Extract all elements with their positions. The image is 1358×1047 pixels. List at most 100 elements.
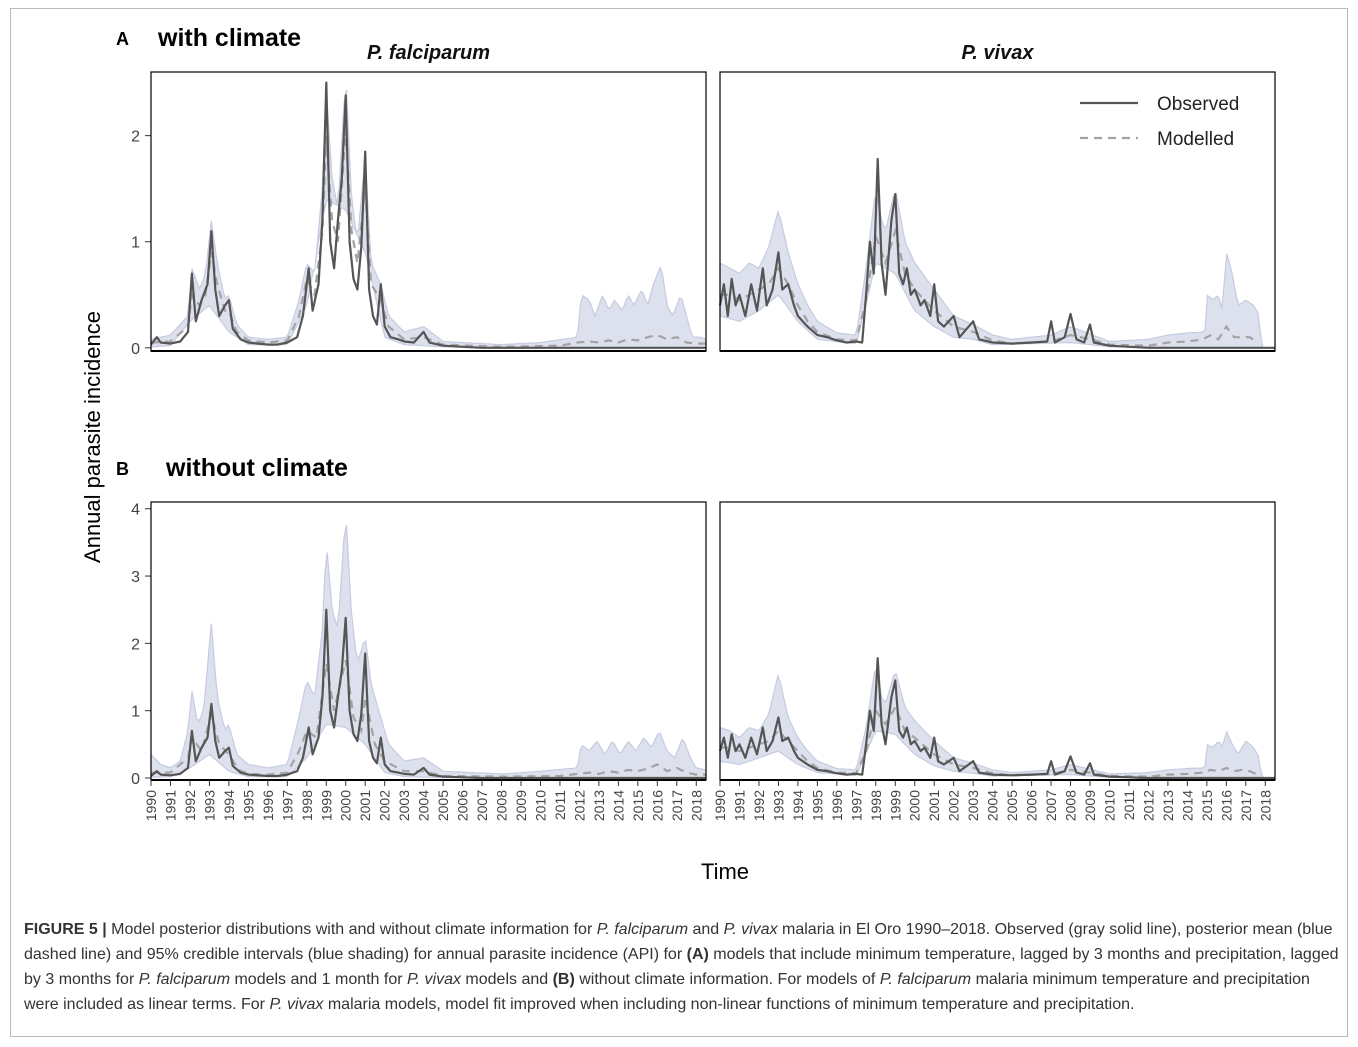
caption-text-3: malaria in El Oro 1990–2018. Observed (g…	[24, 921, 1333, 963]
xtick-label-B-1-2003: 2003	[396, 790, 412, 821]
observed-line-B-1	[150, 608, 706, 780]
caption-text-5: models and 1 month for	[230, 971, 408, 988]
xtick-label-B-1-2017: 2017	[669, 790, 685, 821]
ytick-label-B-0: 0	[131, 771, 140, 788]
xtick-label-B-1-2018: 2018	[688, 790, 704, 821]
xtick-label-B-1-2002: 2002	[377, 790, 393, 821]
ytick-label-A-2: 2	[131, 129, 140, 146]
xtick-label-B-1-2016: 2016	[649, 790, 665, 821]
ci-band-A-2	[719, 192, 1275, 349]
panel-title-B: without climate	[165, 454, 348, 482]
observed-line-A-1	[150, 81, 706, 349]
caption-text-1: Model posterior distributions with and w…	[106, 921, 597, 938]
caption-text-7: without climate information. For models …	[574, 971, 880, 988]
xtick-label-B-2-1992: 1992	[751, 790, 767, 821]
ytick-label-B-2: 2	[131, 636, 140, 653]
caption-text-8: malaria minimum temperature and precipit…	[24, 971, 1310, 1013]
facet-title-A-2: P. vivax	[962, 42, 1035, 64]
panel-title-A: with climate	[157, 24, 301, 52]
xtick-label-B-2-2000: 2000	[907, 790, 923, 821]
xtick-label-B-2-1995: 1995	[809, 790, 825, 821]
xtick-label-B-1-1998: 1998	[299, 790, 315, 821]
caption-b: (B)	[552, 971, 575, 988]
xtick-label-B-2-1998: 1998	[868, 790, 884, 821]
caption-pf-2: P. falciparum	[138, 971, 231, 988]
xtick-label-B-1-1996: 1996	[260, 790, 276, 821]
xtick-label-B-2-2010: 2010	[1102, 790, 1118, 821]
xtick-label-B-2-2001: 2001	[926, 790, 942, 821]
xtick-label-B-1-1997: 1997	[279, 790, 295, 821]
xtick-label-B-2-2017: 2017	[1238, 790, 1254, 821]
xtick-label-B-1-1990: 1990	[143, 790, 159, 821]
legend-observed-label: Observed	[1157, 94, 1239, 115]
xtick-label-B-2-1990: 1990	[712, 790, 728, 821]
xtick-label-B-2-1993: 1993	[770, 790, 786, 821]
xtick-label-B-2-1994: 1994	[790, 790, 806, 821]
xtick-label-B-1-2000: 2000	[338, 790, 354, 821]
xtick-label-B-1-1992: 1992	[182, 790, 198, 821]
caption-text-4: models that include minimum temperature,…	[24, 946, 1339, 988]
plot-frame-B-1	[150, 501, 707, 781]
xtick-label-B-2-1999: 1999	[887, 790, 903, 821]
caption-pv-1: P. vivax	[723, 921, 778, 938]
ytick-label-B-4: 4	[131, 502, 140, 519]
xtick-label-B-2-2009: 2009	[1082, 790, 1098, 821]
observed-line-A-2	[718, 157, 1275, 349]
xtick-label-B-2-1991: 1991	[732, 790, 748, 821]
xtick-label-B-1-2008: 2008	[494, 790, 510, 821]
xtick-label-B-2-2016: 2016	[1218, 790, 1234, 821]
caption-text-6: models and	[460, 971, 553, 988]
ytick-label-A-0: 0	[131, 341, 140, 358]
xtick-label-B-2-2012: 2012	[1140, 790, 1156, 821]
figure-label: FIGURE 5 |	[24, 921, 107, 938]
xtick-label-B-2-2011: 2011	[1121, 790, 1137, 820]
ci-band-B-1	[150, 524, 707, 779]
xtick-label-B-1-2005: 2005	[435, 790, 451, 821]
xtick-label-B-1-1995: 1995	[240, 790, 256, 821]
xtick-label-B-2-2004: 2004	[985, 790, 1001, 821]
xtick-label-B-1-2015: 2015	[630, 790, 646, 821]
xtick-label-B-1-2009: 2009	[513, 790, 529, 821]
xtick-label-B-2-2013: 2013	[1160, 790, 1176, 821]
xtick-label-B-2-1996: 1996	[829, 790, 845, 821]
xtick-label-B-1-2012: 2012	[571, 790, 587, 821]
caption-text-2: and	[688, 921, 724, 938]
xtick-label-B-2-2002: 2002	[946, 790, 962, 821]
xtick-label-B-1-2007: 2007	[474, 790, 490, 821]
xtick-label-B-1-1994: 1994	[221, 790, 237, 821]
ytick-label-B-1: 1	[131, 704, 140, 721]
xtick-label-B-1-1993: 1993	[201, 790, 217, 821]
xtick-label-B-2-2007: 2007	[1043, 790, 1059, 821]
xtick-label-B-1-2004: 2004	[416, 790, 432, 821]
xtick-label-B-2-2014: 2014	[1179, 790, 1195, 821]
xtick-label-B-2-2008: 2008	[1063, 790, 1079, 821]
ytick-label-A-1: 1	[131, 235, 140, 252]
xtick-label-B-1-2006: 2006	[455, 790, 471, 821]
xtick-label-B-1-2011: 2011	[552, 790, 568, 820]
ytick-label-B-3: 3	[131, 569, 140, 586]
xtick-label-B-2-2018: 2018	[1257, 790, 1273, 821]
xtick-label-B-1-2014: 2014	[610, 790, 626, 821]
legend-modelled-label: Modelled	[1157, 129, 1234, 150]
modelled-line-B-1	[151, 659, 706, 778]
panel-letter-A: A	[116, 29, 129, 49]
xtick-label-B-1-2013: 2013	[591, 790, 607, 821]
figure-frame	[10, 8, 1348, 1037]
y-axis-label: Annual parasite incidence	[80, 311, 105, 563]
x-axis-label: Time	[701, 859, 749, 884]
caption-pf-1: P. falciparum	[596, 921, 689, 938]
xtick-label-B-2-2003: 2003	[965, 790, 981, 821]
xtick-label-B-2-2015: 2015	[1199, 790, 1215, 821]
xtick-label-B-2-1997: 1997	[848, 790, 864, 821]
caption-pv-2: P. vivax	[407, 971, 461, 988]
xtick-label-B-1-1999: 1999	[318, 790, 334, 821]
plot-frame-B-2	[719, 501, 1276, 781]
caption-a: (A)	[686, 946, 709, 963]
xtick-label-B-1-2010: 2010	[533, 790, 549, 821]
xtick-label-B-1-2001: 2001	[357, 790, 373, 821]
xtick-label-B-2-2006: 2006	[1024, 790, 1040, 821]
observed-line-B-2	[718, 657, 1275, 780]
caption-pv-3: P. vivax	[269, 996, 324, 1013]
caption-text-9: malaria models, model fit improved when …	[323, 996, 1135, 1013]
